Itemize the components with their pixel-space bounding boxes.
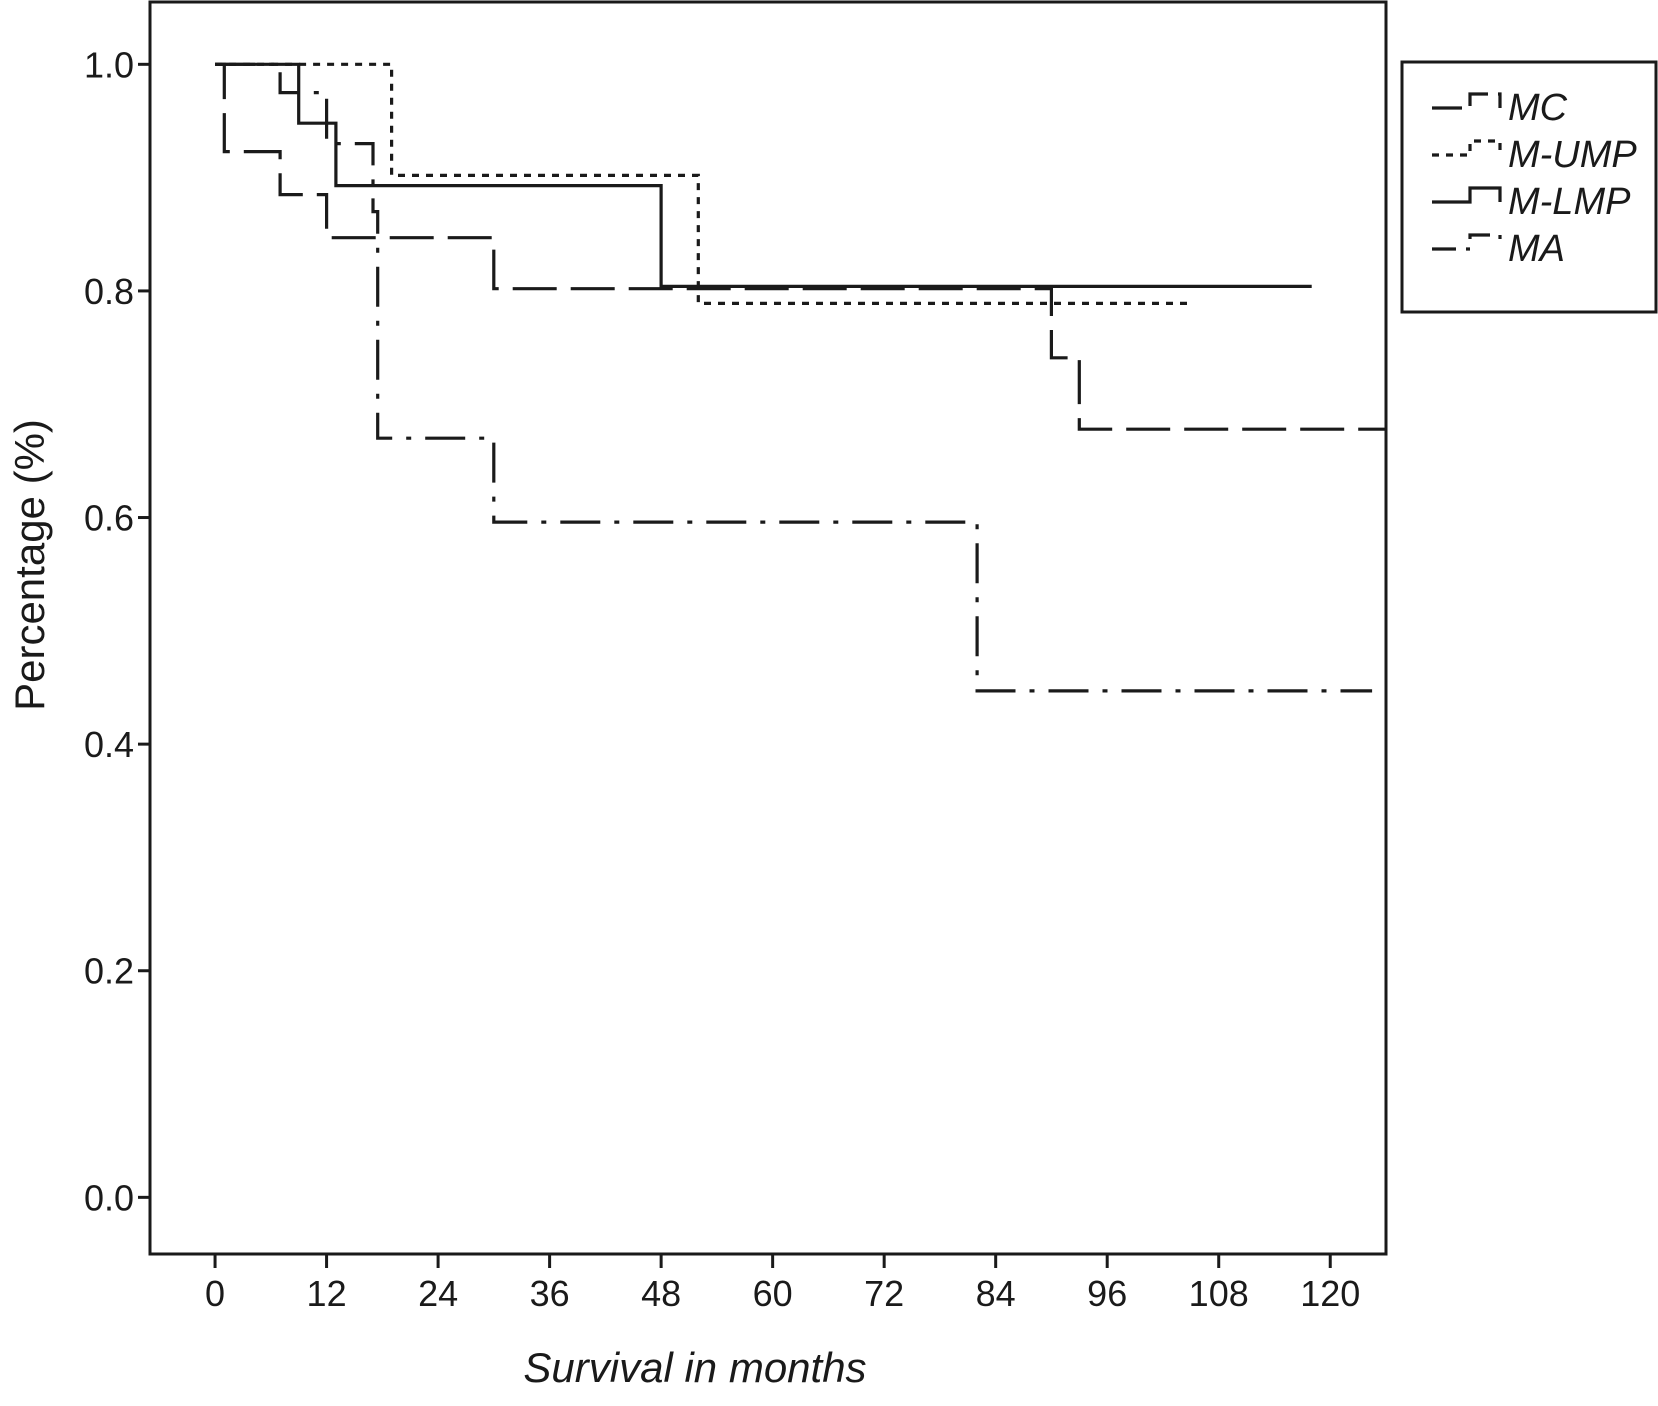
- x-tick-label: 60: [753, 1273, 793, 1314]
- x-tick-label: 84: [976, 1273, 1016, 1314]
- y-tick-label: 0.6: [84, 498, 134, 539]
- legend-swatch-mc: [1432, 92, 1502, 110]
- x-axis: 0 12 24 36 48 60 72 84 96 108 120: [205, 1254, 1360, 1314]
- y-tick-label: 0.0: [84, 1177, 134, 1218]
- legend-label-mc: MC: [1508, 87, 1568, 129]
- x-tick-label: 48: [641, 1273, 681, 1314]
- y-axis: 0.0 0.2 0.4 0.6 0.8 1.0: [84, 44, 150, 1218]
- legend-label-m-lmp: M-LMP: [1508, 181, 1631, 223]
- legend-box: [1400, 60, 1658, 314]
- x-axis-title: Survival in months: [523, 1344, 866, 1391]
- x-tick-label: 120: [1300, 1273, 1360, 1314]
- legend-label-m-ump: M-UMP: [1508, 134, 1637, 176]
- x-tick-label: 108: [1189, 1273, 1249, 1314]
- y-tick-label: 1.0: [84, 44, 134, 85]
- series-line-mc: [215, 62, 1386, 431]
- legend: MC M-UMP M-LMP MA: [1400, 60, 1658, 314]
- series-line-m-lmp: [215, 62, 1312, 288]
- x-tick-label: 96: [1087, 1273, 1127, 1314]
- series-line-m-ump: [215, 62, 1191, 305]
- x-tick-label: 36: [530, 1273, 570, 1314]
- legend-swatch-ma: [1432, 233, 1502, 251]
- x-tick-label: 24: [418, 1273, 458, 1314]
- legend-label-ma: MA: [1508, 228, 1565, 270]
- legend-swatch-m-lmp: [1432, 186, 1502, 204]
- x-tick-label: 12: [307, 1273, 347, 1314]
- y-axis-title: Percentage (%): [6, 419, 53, 711]
- plot-frame: [148, 0, 1388, 1256]
- legend-swatch-m-ump: [1432, 139, 1502, 157]
- x-tick-label: 72: [864, 1273, 904, 1314]
- y-tick-label: 0.2: [84, 951, 134, 992]
- y-tick-label: 0.8: [84, 271, 134, 312]
- series-line-ma: [215, 62, 1373, 693]
- y-tick-label: 0.4: [84, 724, 134, 765]
- series-layer: [215, 62, 1386, 693]
- x-tick-label: 0: [205, 1273, 225, 1314]
